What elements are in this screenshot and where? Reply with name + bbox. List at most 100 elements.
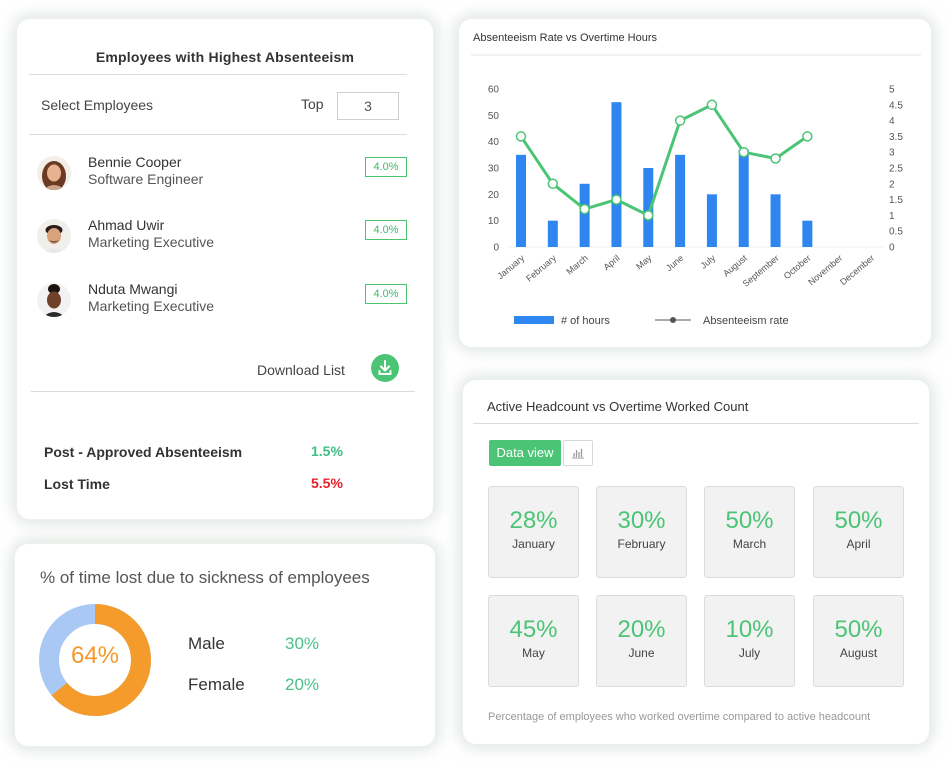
month-tile: 30% February xyxy=(596,486,687,578)
male-value: 30% xyxy=(285,634,320,653)
month-tile: 28% January xyxy=(488,486,579,578)
absenteeism-overtime-chart-card: 0 10 20 30 40 50 60 0 0.5 1 1.5 2 2.5 3 3.5 4 4.5 5 Januar… xyxy=(458,18,932,348)
footnote: Percentage of employees who worked overt… xyxy=(488,711,871,723)
month-tile: 10% July xyxy=(704,595,795,687)
tile-value: 10% xyxy=(725,616,774,643)
employee-name: Bennie Cooper xyxy=(88,154,182,170)
y-right-tick-label: 2.5 xyxy=(889,164,903,175)
y-left-tick-label: 10 xyxy=(488,216,500,227)
top-count-input[interactable]: 3 xyxy=(337,92,399,120)
tile-label: February xyxy=(617,537,666,551)
lost-time-value: 5.5% xyxy=(311,475,343,491)
employee-row[interactable]: Ahmad Uwir Marketing Executive 4.0% xyxy=(37,215,407,259)
download-list-label[interactable]: Download List xyxy=(257,362,345,378)
bar xyxy=(611,102,622,248)
female-value: 20% xyxy=(285,675,320,694)
lost-time-label: Lost Time xyxy=(44,476,110,492)
y-right-tick-label: 3.5 xyxy=(889,132,903,143)
month-tile: 50% March xyxy=(704,486,795,578)
x-tick-label: December xyxy=(838,253,876,287)
divider xyxy=(29,74,407,75)
line-point xyxy=(643,210,654,221)
y-right-tick-label: 5 xyxy=(889,85,895,96)
y-right-tick-label: 0 xyxy=(889,243,895,254)
legend-rate-label: Absenteeism rate xyxy=(703,315,789,327)
download-button[interactable] xyxy=(371,354,399,382)
line-point xyxy=(547,178,559,190)
employee-name: Ahmad Uwir xyxy=(88,217,165,233)
x-tick-label: May xyxy=(634,253,654,272)
post-approved-absenteeism-value: 1.5% xyxy=(311,443,343,459)
tile-value: 30% xyxy=(617,507,666,534)
y-right-tick-label: 3 xyxy=(889,148,895,159)
absenteeism-badge: 4.0% xyxy=(365,284,407,304)
donut-chart: 64% xyxy=(35,600,155,720)
legend-hours-swatch xyxy=(514,316,554,324)
y-left-tick-label: 0 xyxy=(493,243,499,254)
line-point xyxy=(738,146,749,158)
employee-role: Marketing Executive xyxy=(88,298,215,314)
tile-label: January xyxy=(512,537,555,551)
data-view-button[interactable]: Data view xyxy=(489,440,561,466)
employee-role: Marketing Executive xyxy=(88,234,215,250)
tile-label: August xyxy=(839,646,878,660)
x-tick-label: August xyxy=(721,253,749,279)
employee-row[interactable]: Bennie Cooper Software Engineer 4.0% xyxy=(37,152,407,196)
y-left-tick-label: 60 xyxy=(488,85,500,96)
bar-chart-icon xyxy=(572,449,584,459)
x-tick-label: February xyxy=(524,253,558,284)
absenteeism-badge: 4.0% xyxy=(365,220,407,240)
avatar xyxy=(37,156,71,190)
male-label: Male xyxy=(188,634,225,653)
employee-row[interactable]: Nduta Mwangi Marketing Executive 4.0% xyxy=(37,279,407,323)
line-point xyxy=(674,115,686,126)
post-approved-absenteeism-label: Post - Approved Absenteeism xyxy=(44,444,243,460)
card-title: Active Headcount vs Overtime Worked Coun… xyxy=(487,399,749,414)
bar xyxy=(579,183,590,247)
combo-chart: 0 10 20 30 40 50 60 0 0.5 1 1.5 2 2.5 3 3.5 4 4.5 5 Januar… xyxy=(471,54,921,327)
bar xyxy=(547,220,558,247)
female-label: Female xyxy=(188,675,245,694)
month-tile: 50% August xyxy=(813,595,904,687)
line-point xyxy=(611,194,622,205)
absenteeism-rate-line xyxy=(519,103,809,217)
month-tile: 45% May xyxy=(488,595,579,687)
tile-label: March xyxy=(732,537,767,551)
tile-value: 50% xyxy=(834,507,883,534)
x-tick-label: July xyxy=(698,253,717,271)
select-employees-label: Select Employees xyxy=(41,97,154,113)
bar xyxy=(675,154,686,247)
bar xyxy=(770,194,781,247)
chart-title: Absenteeism Rate vs Overtime Hours xyxy=(473,32,658,44)
divider xyxy=(29,134,407,135)
x-tick-label: April xyxy=(602,253,622,272)
y-right-tick-label: 1 xyxy=(889,211,895,222)
line-point xyxy=(579,203,590,215)
tile-value: 50% xyxy=(834,616,883,643)
avatar xyxy=(37,219,71,253)
download-icon xyxy=(378,360,392,375)
bar xyxy=(516,154,526,247)
y-left-tick-label: 30 xyxy=(488,164,500,175)
y-left-tick-label: 50 xyxy=(488,111,500,122)
tile-value: 50% xyxy=(725,507,774,534)
x-tick-label: June xyxy=(664,253,685,273)
x-tick-label: March xyxy=(564,253,590,277)
donut-main-segment xyxy=(39,604,151,716)
bar xyxy=(802,220,813,247)
y-left-tick-label: 40 xyxy=(488,137,500,148)
bar xyxy=(738,149,749,247)
avatar xyxy=(37,283,71,317)
employee-role: Software Engineer xyxy=(88,171,204,187)
line-point xyxy=(706,99,718,111)
y-right-tick-label: 4.5 xyxy=(889,100,903,111)
top-label: Top xyxy=(301,96,324,112)
tile-value: 45% xyxy=(509,616,558,643)
x-tick-label: January xyxy=(495,253,526,282)
month-tile: 20% June xyxy=(596,595,687,687)
chart-view-button[interactable] xyxy=(563,440,593,466)
tile-label: April xyxy=(846,537,871,551)
sickness-time-lost-card: % of time lost due to sickness of employ… xyxy=(14,543,436,747)
month-tile: 50% April xyxy=(813,486,904,578)
y-right-tick-label: 4 xyxy=(889,116,895,127)
